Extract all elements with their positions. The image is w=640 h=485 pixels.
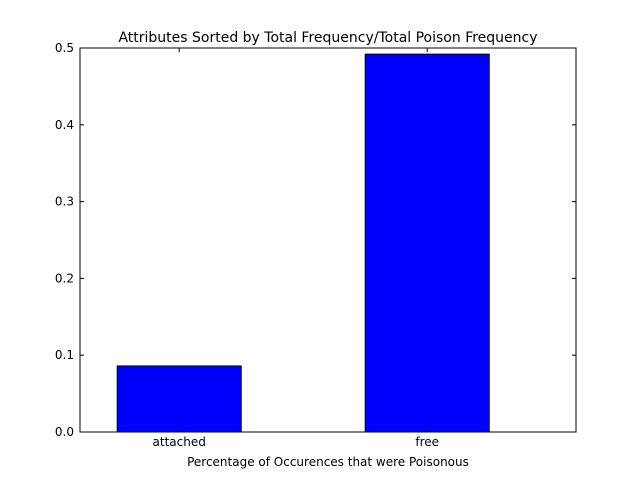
plot-frame — [79, 47, 577, 433]
y-tick-label: 0.0 — [55, 425, 74, 439]
bar-attached — [116, 365, 242, 433]
y-axis-ticks: 0.0 0.1 0.2 0.3 0.4 0.5 — [55, 41, 576, 439]
y-tick-label: 0.2 — [55, 271, 74, 285]
bars-layer — [116, 53, 490, 433]
x-tick-label: attached — [153, 435, 206, 449]
y-tick-label: 0.5 — [55, 41, 74, 55]
x-tick-label: free — [415, 435, 439, 449]
y-tick-label: 0.3 — [55, 195, 74, 209]
y-tick-label: 0.4 — [55, 118, 74, 132]
bar-free — [364, 53, 490, 433]
x-axis-ticks: attached free — [153, 48, 439, 449]
x-axis-label: Percentage of Occurences that were Poiso… — [187, 455, 469, 469]
y-tick-label: 0.1 — [55, 348, 74, 362]
chart-title: Attributes Sorted by Total Frequency/Tot… — [118, 30, 537, 46]
